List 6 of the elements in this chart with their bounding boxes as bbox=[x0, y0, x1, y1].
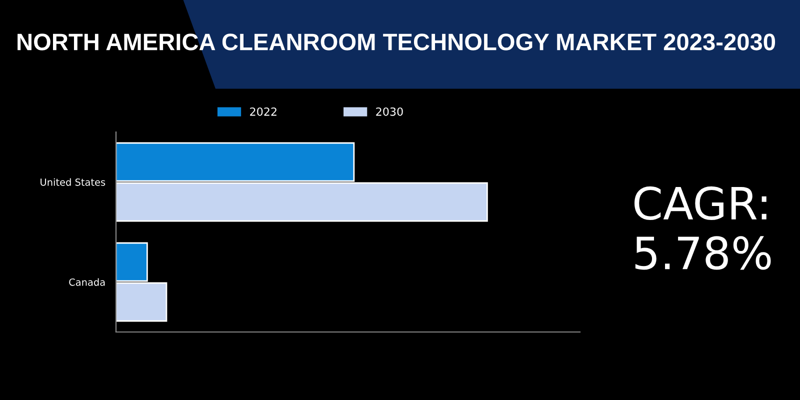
chart-title: NORTH AMERICA CLEANROOM TECHNOLOGY MARKET 2023-2030 bbox=[18, 34, 776, 50]
text: CAGR: 5.78% bbox=[634, 186, 771, 270]
legend-label: 2022 bbox=[250, 107, 276, 116]
y-tick-label: Canada bbox=[69, 278, 105, 286]
legend-label: 2030 bbox=[376, 107, 403, 116]
y-tick-label: United States bbox=[40, 178, 106, 186]
